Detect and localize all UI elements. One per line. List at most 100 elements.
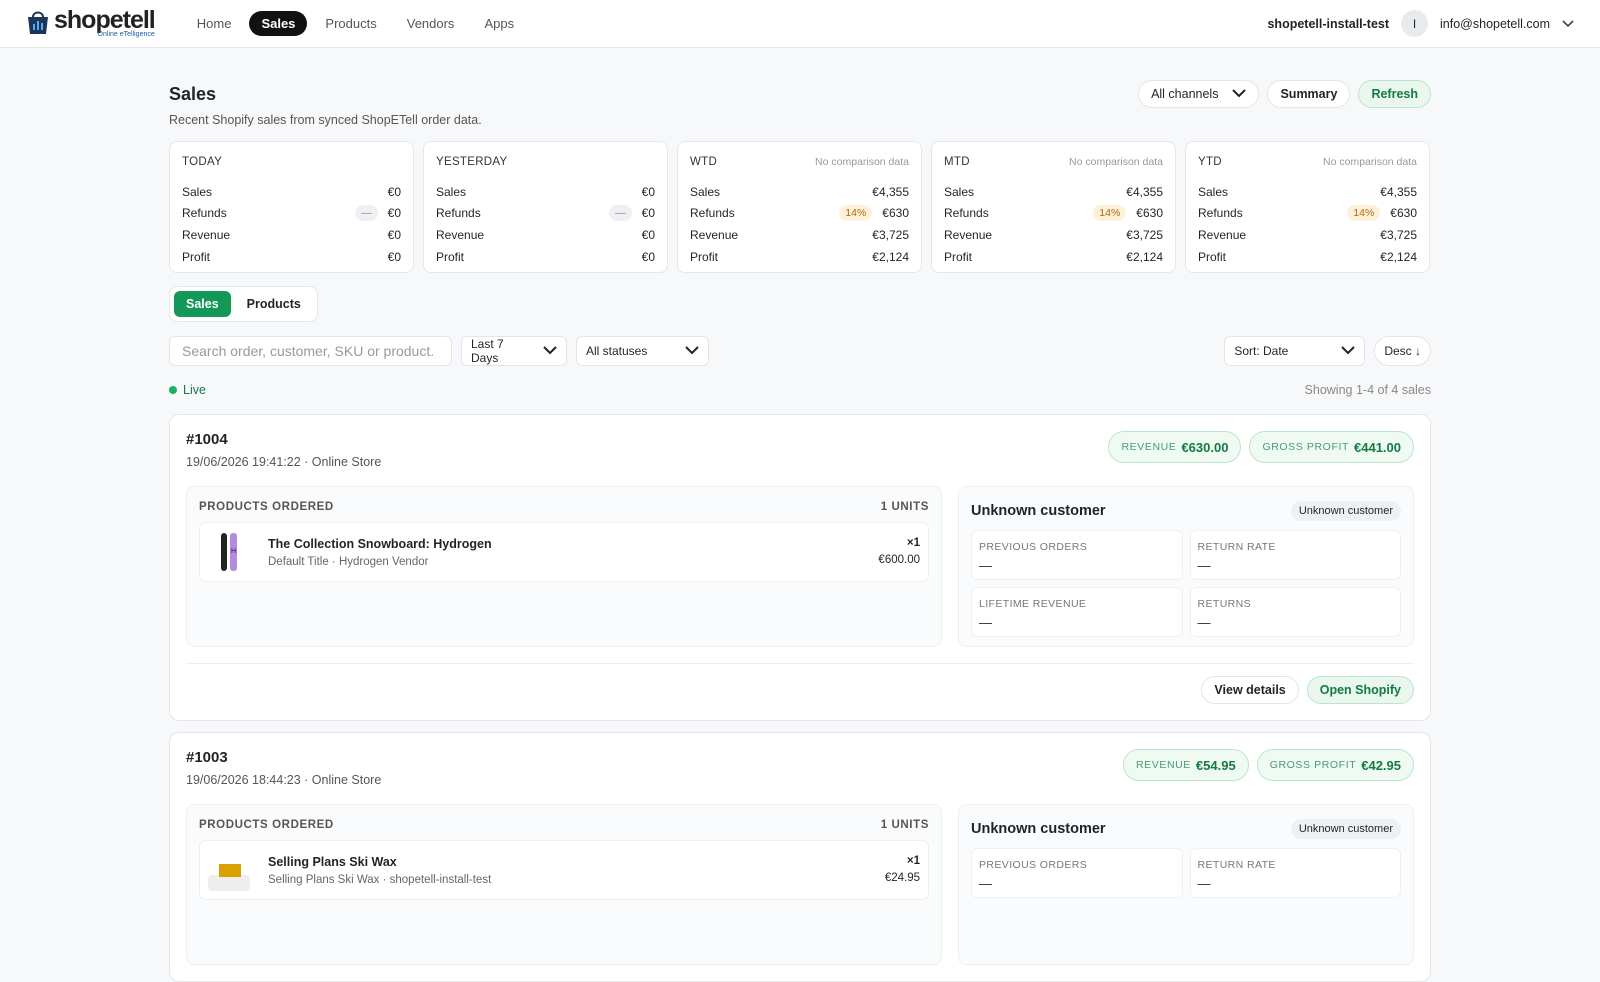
kpi-value: €0 [641,227,655,242]
chevron-part [1341,346,1356,355]
kpi-period: YESTERDAY [436,156,508,168]
avatar[interactable]: I [1401,10,1429,37]
kpi-row-item: Revenue €0 [182,224,401,246]
customer-panel: Unknown customer Unknown customer PREVIOUS… [958,486,1414,647]
nav-link[interactable]: Apps [484,16,515,31]
tab[interactable]: Sales [174,291,231,317]
kpi-value: €0 [387,184,401,199]
user-menu-chevron-part [1562,19,1574,27]
chevron-part [685,346,699,355]
logo-tagline: Online eTelligence [97,31,155,38]
kpi-label: Sales [944,184,975,199]
kpi-row-item: Sales €0 [436,181,655,203]
customer-stat: RETURN RATE — [1189,530,1401,580]
customer-header: Unknown customer Unknown customer [971,819,1401,839]
kpi-card: YESTERDAY Sales €0 Refunds — €0 Revenue €0 Profi… [423,141,668,273]
chevron-part [1341,346,1356,355]
products-heading: PRODUCTS ORDERED [199,819,334,831]
order-body: PRODUCTS ORDERED 1 UNITS H The Collection S… [186,486,1414,647]
kpi-value: €4,355 [1380,184,1417,199]
live-label: Live [183,383,206,397]
kpi-value: €2,124 [1126,249,1163,264]
nav-link[interactable]: Vendors [406,16,455,31]
user-menu-chevron [1562,17,1574,31]
kpi-note: No comparison data [1069,156,1163,168]
kpi-value: €0 [641,184,655,199]
metric-label: REVENUE [1135,759,1191,771]
user-menu-chevron-part [1562,19,1574,27]
action-button[interactable]: View details [1201,676,1299,704]
kpi-row-item: Sales €4,355 [690,181,909,203]
item-price: €600.00 [878,554,920,566]
kpi-value: €630 [1390,206,1417,221]
select-range[interactable]: Last 7 Days [461,336,567,366]
nav-link[interactable]: Sales [249,11,308,36]
kpi-row: TODAY Sales €0 Refunds — €0 Revenue €0 Profit €0 Y… [169,141,1431,273]
kpi-value: €4,355 [872,184,909,199]
kpi-note: No comparison data [815,156,909,168]
stat-label: RETURN RATE [1197,541,1276,553]
kpi-label: Refunds [944,206,989,221]
customer-stats: PREVIOUS ORDERS — RETURN RATE — [971,848,1401,898]
kpi-label: Profit [436,249,465,264]
customer-stat: PREVIOUS ORDERS — [971,848,1183,898]
kpi-badge: 14% [1093,205,1127,222]
action-button[interactable]: Open Shopify [1306,676,1414,704]
kpi-value: €0 [387,227,401,242]
chevron-part [543,346,557,355]
line-item: H The Collection Snowboard: Hydrogen Defau… [199,522,929,582]
kpi-row-item: Profit €2,124 [1198,246,1417,268]
top-nav: shopetell Online eTelligence Home Sales Prod… [0,0,1600,48]
order-info: #1004 19/06/2026 19:41:22 · Online Store [186,431,381,486]
select-status[interactable]: All statuses [576,336,709,366]
nav-link[interactable]: Home [196,16,232,31]
store-name[interactable]: shopetell-install-test [1267,16,1390,31]
order-body: PRODUCTS ORDERED 1 UNITS Selling Plans Ski… [186,804,1414,965]
kpi-value: €4,355 [1126,184,1163,199]
filters: Search order, customer, SKU or product. L… [169,336,1431,366]
item-qty-price: ×1 €24.95 [885,853,920,887]
select-label: Sort: Date [1234,344,1289,358]
tab[interactable]: Products [246,297,301,311]
kpi-value: €0 [387,249,401,264]
kpi-row-item: Refunds — €0 [436,203,655,225]
order-header: #1004 19/06/2026 19:41:22 · Online Store R… [186,431,1414,486]
kpi-row-item: Profit €2,124 [690,246,909,268]
item-detail: Default Title · Hydrogen Vendor [268,555,429,568]
metric-pill: REVENUE €54.95 [1122,749,1249,781]
metric-pill: GROSS PROFIT €441.00 [1249,431,1414,463]
customer-stat: RETURNS — [1189,587,1401,637]
kpi-period: MTD [944,156,970,168]
item-detail: Selling Plans Ski Wax · shopetell-instal… [268,873,492,886]
stat-value: — [979,558,992,573]
kpi-label: Revenue [690,227,739,242]
kpi-label: Profit [690,249,719,264]
nav-link[interactable]: Products [325,16,377,31]
kpi-row-item: Profit €0 [182,246,401,268]
customer-stats: PREVIOUS ORDERS — RETURN RATE — LIFETIME REV… [971,530,1401,637]
search-input[interactable]: Search order, customer, SKU or product. [169,336,452,366]
kpi-card: YTD No comparison data Sales €4,355 Refunds 1… [1185,141,1430,273]
chevron [1341,344,1356,358]
kpi-value: €0 [387,206,401,221]
channel-select[interactable]: All channels [1138,80,1260,108]
kpi-label: Refunds [436,206,481,221]
item-qty: ×1 [906,855,920,867]
select-sort[interactable]: Sort: Date [1224,336,1366,366]
sort-order[interactable]: Desc ↓ [1374,336,1431,366]
order-card: #1004 19/06/2026 19:41:22 · Online Store R… [169,414,1431,721]
customer-stat: PREVIOUS ORDERS — [971,530,1183,580]
metric-value: €630.00 [1181,439,1229,455]
header-button[interactable]: Refresh [1358,80,1431,108]
metric-value: €441.00 [1354,439,1401,455]
logo-icon-part [33,24,35,30]
logo-text: shopetell Online eTelligence [54,8,156,39]
header-button[interactable]: Summary [1267,80,1351,108]
item-text: Selling Plans Ski Wax Selling Plans Ski W… [268,855,491,886]
kpi-card: WTD No comparison data Sales €4,355 Refunds 1… [677,141,922,273]
kpi-label: Profit [182,249,211,264]
order-meta: 19/06/2026 18:44:23 · Online Store [186,773,382,787]
user-email[interactable]: info@shopetell.com [1440,16,1550,31]
stat-value: — [1197,876,1211,891]
